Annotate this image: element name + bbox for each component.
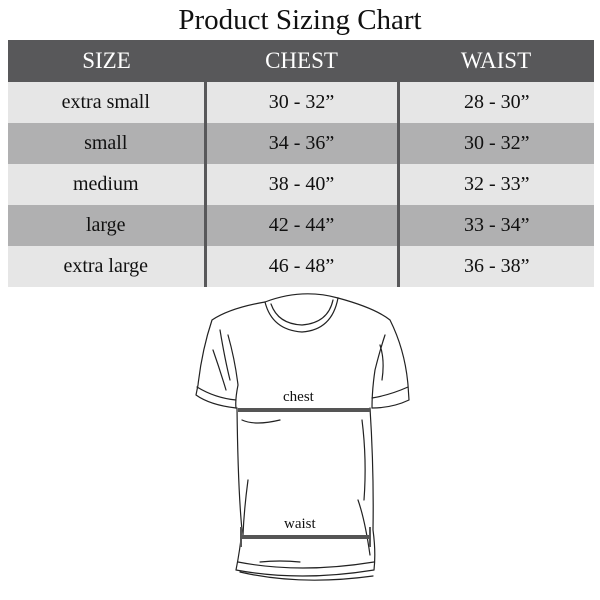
waist-cell: 30 - 32” [396, 123, 594, 164]
chest-cell: 42 - 44” [203, 205, 398, 246]
table-row: medium 38 - 40” 32 - 33” [8, 164, 594, 205]
chest-cell: 38 - 40” [203, 164, 398, 205]
size-cell: extra large [8, 246, 205, 287]
waist-cell: 33 - 34” [396, 205, 594, 246]
table-header-row: SIZE CHEST WAIST [8, 40, 594, 82]
waist-label: waist [284, 516, 316, 532]
tshirt-illustration [195, 293, 410, 581]
header-size: SIZE [8, 40, 205, 82]
chest-cell: 30 - 32” [203, 82, 398, 123]
table-row: extra large 46 - 48” 36 - 38” [8, 246, 594, 287]
table-row: small 34 - 36” 30 - 32” [8, 123, 594, 164]
page-title: Product Sizing Chart [178, 4, 422, 36]
waist-cell: 32 - 33” [396, 164, 594, 205]
chest-cell: 46 - 48” [203, 246, 398, 287]
waist-cell: 36 - 38” [396, 246, 594, 287]
header-waist: WAIST [398, 40, 594, 82]
table-row: large 42 - 44” 33 - 34” [8, 205, 594, 246]
size-cell: small [8, 123, 205, 164]
size-cell: medium [8, 164, 205, 205]
table-row: extra small 30 - 32” 28 - 30” [8, 82, 594, 123]
sizing-table: SIZE CHEST WAIST extra small 30 - 32” 28… [8, 40, 594, 287]
chest-cell: 34 - 36” [203, 123, 398, 164]
size-cell: extra small [8, 82, 205, 123]
chest-label: chest [283, 389, 314, 405]
size-cell: large [8, 205, 205, 246]
waist-cell: 28 - 30” [396, 82, 594, 123]
header-chest: CHEST [205, 40, 398, 82]
